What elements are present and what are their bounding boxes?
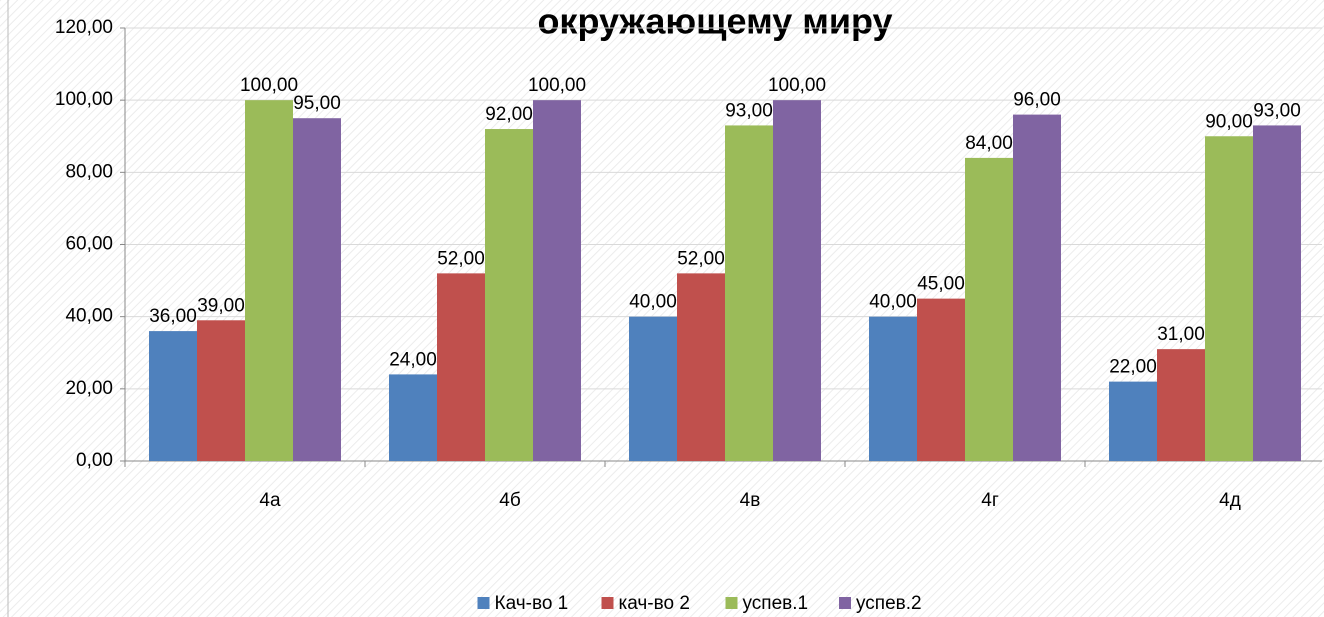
y-tick-label: 60,00 <box>65 234 113 255</box>
bar <box>869 316 917 461</box>
data-label: 100,00 <box>240 75 298 96</box>
data-label: 24,00 <box>389 349 437 370</box>
data-label: 40,00 <box>869 292 917 313</box>
bar <box>1205 136 1253 461</box>
bar <box>149 331 197 461</box>
legend-swatch <box>601 597 614 609</box>
data-label: 52,00 <box>437 248 485 269</box>
bar <box>917 298 965 461</box>
bar <box>1253 125 1301 462</box>
legend-swatch <box>725 597 738 609</box>
x-tick-label: 4б <box>499 490 521 511</box>
bar <box>533 100 581 462</box>
legend-label: Кач-во 1 <box>495 593 569 614</box>
legend-swatch <box>839 597 851 609</box>
x-tick-label: 4д <box>1219 490 1241 511</box>
x-tick-label: 4в <box>740 490 761 511</box>
data-label: 95,00 <box>293 93 341 114</box>
bar <box>677 273 725 461</box>
bar <box>197 320 245 461</box>
data-label: 31,00 <box>1157 324 1205 345</box>
data-label: 100,00 <box>528 75 586 96</box>
data-label: 52,00 <box>677 248 725 269</box>
legend-label: успев.1 <box>743 593 809 614</box>
data-label: 22,00 <box>1109 357 1157 378</box>
bar <box>1109 381 1157 461</box>
bar <box>245 100 293 462</box>
legend-swatch <box>477 597 490 609</box>
data-label: 93,00 <box>725 100 773 121</box>
data-label: 100,00 <box>768 75 826 96</box>
x-tick-label: 4г <box>981 490 999 511</box>
y-tick-label: 100,00 <box>55 89 113 110</box>
y-tick-label: 20,00 <box>65 378 113 399</box>
data-label: 92,00 <box>485 104 533 125</box>
data-label: 39,00 <box>197 295 245 316</box>
bar <box>773 100 821 462</box>
data-label: 96,00 <box>1013 90 1061 111</box>
bar <box>437 273 485 461</box>
chart-title: окружающему миру <box>537 1 892 42</box>
data-label: 36,00 <box>149 306 197 327</box>
data-label: 93,00 <box>1253 100 1301 121</box>
data-label: 90,00 <box>1205 111 1253 132</box>
data-label: 84,00 <box>965 133 1013 154</box>
data-label: 45,00 <box>917 274 965 295</box>
bar <box>629 316 677 461</box>
bar <box>965 157 1013 461</box>
bar <box>293 118 341 461</box>
bar <box>389 374 437 461</box>
bar <box>485 129 533 462</box>
x-tick-label: 4а <box>259 490 281 511</box>
legend-label: успев.2 <box>856 593 922 614</box>
y-tick-label: 120,00 <box>55 17 113 38</box>
data-label: 40,00 <box>629 292 677 313</box>
bar <box>725 125 773 462</box>
bar <box>1013 114 1061 461</box>
y-tick-label: 80,00 <box>65 161 113 182</box>
y-tick-label: 40,00 <box>65 306 113 327</box>
bar <box>1157 349 1205 461</box>
legend-label: кач-во 2 <box>619 593 690 614</box>
y-tick-label: 0,00 <box>76 450 113 471</box>
